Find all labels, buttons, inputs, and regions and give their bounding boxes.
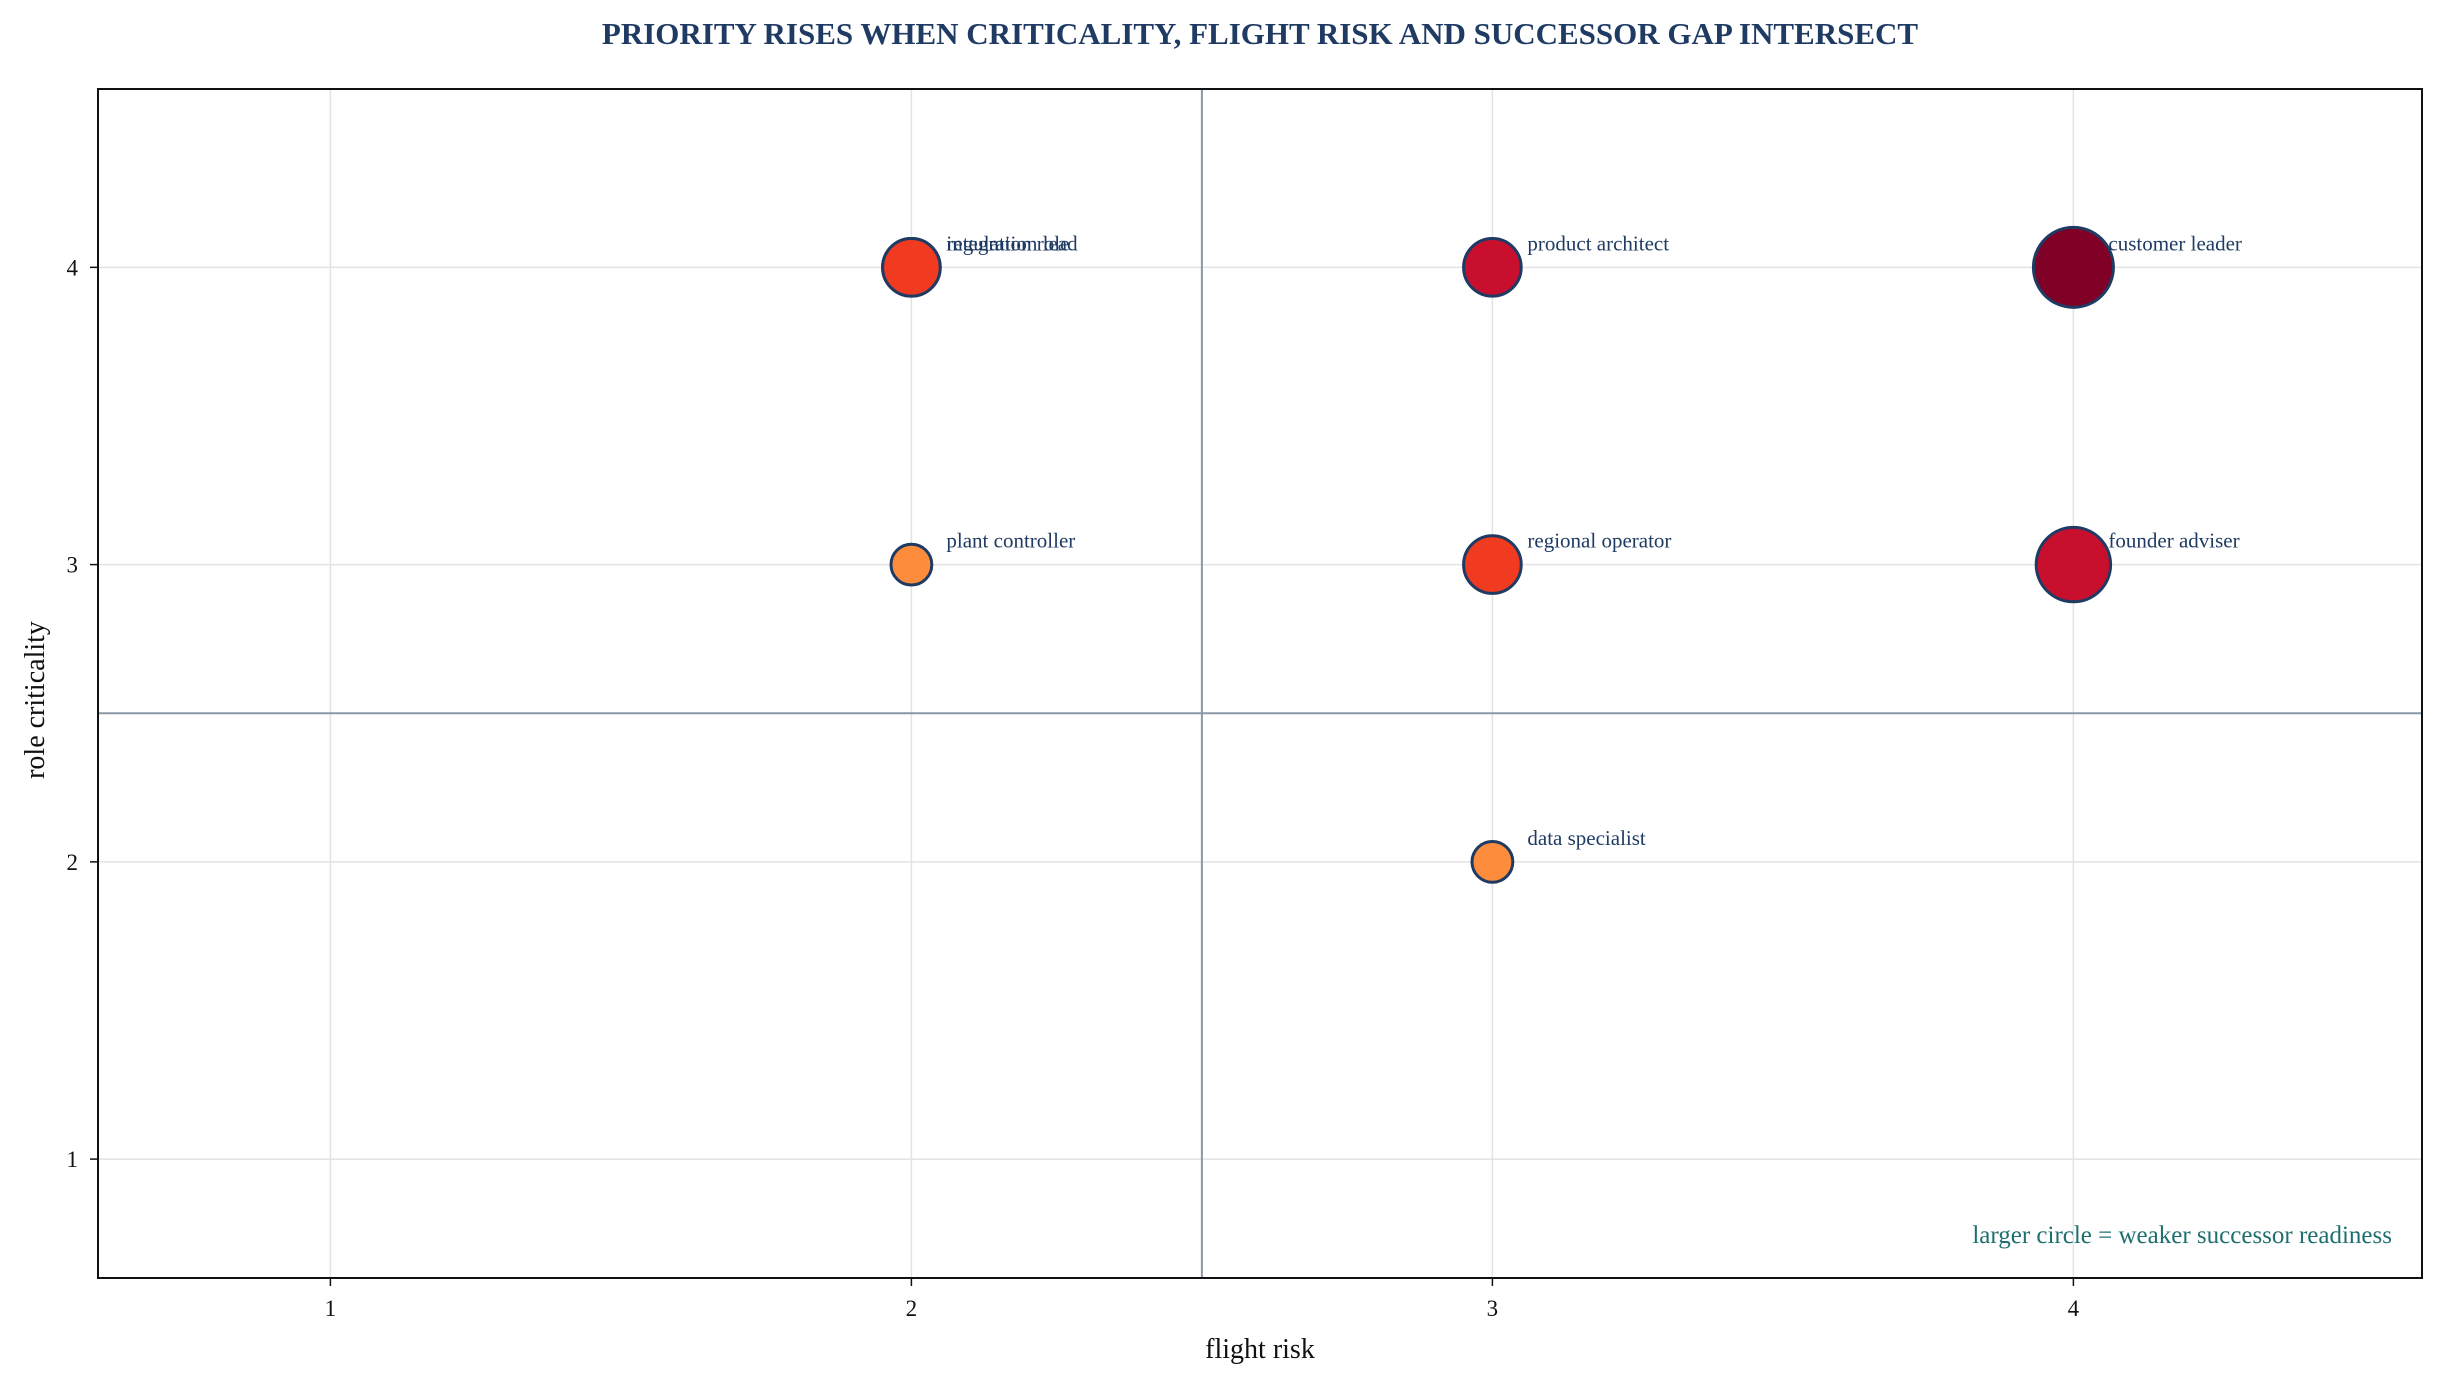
x-tick-label: 2 (906, 1296, 918, 1321)
data-point-label: customer leader (2108, 231, 2242, 255)
chart-title: PRIORITY RISES WHEN CRITICALITY, FLIGHT … (602, 16, 1918, 51)
data-point (2034, 525, 2113, 604)
data-point-label: product architect (1527, 231, 1669, 255)
x-tick-label: 1 (325, 1296, 337, 1321)
data-point (1462, 534, 1523, 595)
x-tick-label: 4 (2068, 1296, 2080, 1321)
plot-frame (97, 88, 2423, 1279)
y-tick-label: 1 (67, 1147, 79, 1172)
data-point-label: founder adviser (2108, 529, 2239, 553)
data-point (881, 237, 942, 298)
data-point (1470, 839, 1515, 884)
reference-lines (98, 89, 2422, 1278)
data-point (1462, 237, 1523, 298)
data-point-label: regulation role (946, 231, 1069, 255)
data-point (2031, 225, 2115, 309)
legend-note: larger circle = weaker successor readine… (1972, 1222, 2392, 1249)
data-point-label: regional operator (1527, 529, 1671, 553)
y-tick-label: 2 (67, 850, 79, 875)
y-axis-label: role criticality (20, 621, 51, 779)
x-axis-label: flight risk (1205, 1334, 1315, 1365)
x-tick-label: 3 (1487, 1296, 1499, 1321)
y-tick-label: 3 (67, 553, 79, 578)
data-points (881, 225, 2115, 884)
data-point-label: data specialist (1527, 826, 1646, 850)
axis-ticks: 1 2 3 4 1 2 3 4 (67, 255, 2080, 1321)
y-tick-label: 4 (67, 255, 79, 280)
data-point-label: integration lead (946, 231, 1078, 255)
data-point (889, 542, 934, 587)
data-point-label: plant controller (946, 529, 1075, 553)
